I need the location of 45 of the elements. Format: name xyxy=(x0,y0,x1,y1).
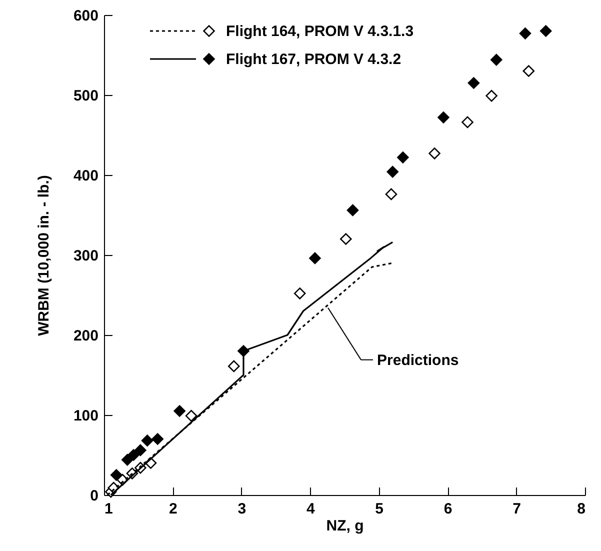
point xyxy=(486,90,498,102)
point xyxy=(428,148,440,160)
y-axis-title: WRBM (10,000 in. - lb.) xyxy=(35,175,52,336)
x-tick-label: 6 xyxy=(444,500,452,518)
point xyxy=(152,433,164,445)
x-axis-title: NZ, g xyxy=(326,518,364,534)
y-tick-label: 0 xyxy=(90,488,98,504)
point xyxy=(522,65,535,77)
point xyxy=(294,288,306,300)
annotation: Predictions xyxy=(377,352,459,369)
point xyxy=(438,112,450,124)
point xyxy=(462,116,474,128)
y-tick-label: 500 xyxy=(73,88,98,104)
y-tick-label: 200 xyxy=(73,328,98,344)
y-tick-label: 300 xyxy=(73,248,98,264)
x-tick-label: 7 xyxy=(512,500,521,518)
x-tick-label: 3 xyxy=(238,500,246,518)
point xyxy=(468,77,480,89)
point xyxy=(141,434,154,446)
point xyxy=(490,54,502,66)
point xyxy=(134,444,146,456)
point xyxy=(121,454,134,466)
y-tick-label: 600 xyxy=(73,8,98,24)
point xyxy=(519,28,532,40)
x-tick-label: 1 xyxy=(104,500,113,518)
x-tick-label: 2 xyxy=(169,500,178,518)
point xyxy=(386,166,398,178)
x-tick-label: 5 xyxy=(375,500,384,518)
y-tick-label: 100 xyxy=(73,408,98,424)
point xyxy=(174,405,186,417)
point xyxy=(228,360,240,372)
y-tick-label: 400 xyxy=(73,168,98,184)
point xyxy=(397,152,409,164)
point xyxy=(110,469,122,481)
point xyxy=(385,188,398,200)
legend-label: Flight 164, PROM V 4.3.1.3 xyxy=(226,23,414,40)
x-tick-label: 4 xyxy=(306,500,316,518)
point xyxy=(309,252,321,264)
point xyxy=(185,410,198,422)
x-tick-label: 8 xyxy=(577,500,586,518)
legend-label: Flight 167, PROM V 4.3.2 xyxy=(226,51,402,68)
point xyxy=(340,233,352,245)
point xyxy=(128,449,140,461)
point xyxy=(540,25,552,37)
point xyxy=(346,204,359,216)
